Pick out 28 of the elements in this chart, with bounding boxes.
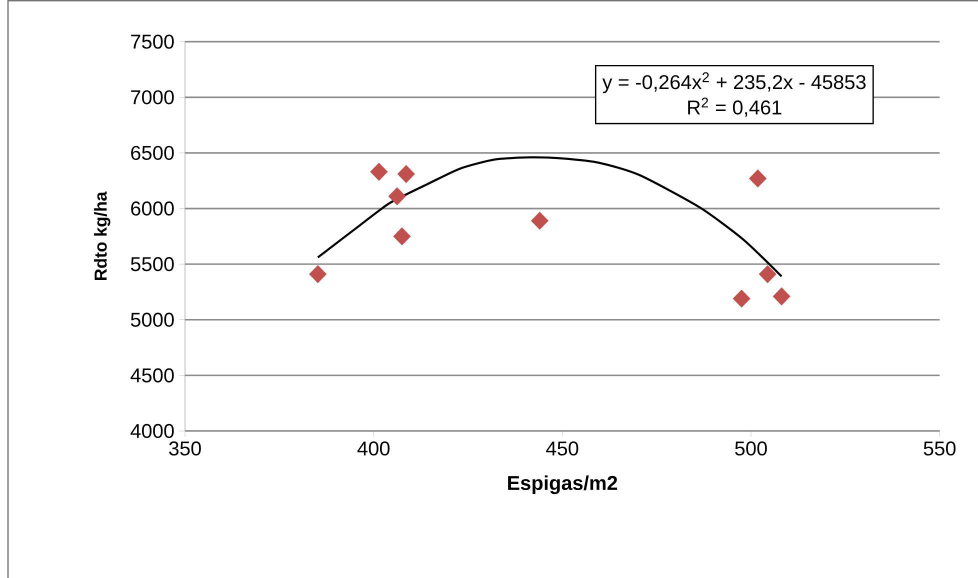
y-tick-label: 6500 xyxy=(131,146,174,160)
y-tick-label: 7500 xyxy=(131,34,174,49)
y-axis-title: Rdto kg/ha xyxy=(94,191,110,280)
annotation: R$^{2}$ = 0,461 xyxy=(688,98,782,117)
point xyxy=(309,265,327,284)
y-tick-label: 5000 xyxy=(130,312,174,327)
x-tick-label: 550 xyxy=(924,441,956,456)
y-tick-label: 4500 xyxy=(130,368,174,382)
x-tick-label: 400 xyxy=(357,441,390,456)
x-tick-label: 500 xyxy=(735,441,767,456)
point xyxy=(732,290,750,308)
point xyxy=(749,170,767,188)
y-tick-label: 5500 xyxy=(130,257,174,272)
point xyxy=(388,187,406,206)
point xyxy=(370,162,388,181)
y-tick-label: 7000 xyxy=(131,90,174,104)
x-axis-title: Espigas/m2 xyxy=(508,475,618,494)
point xyxy=(772,287,790,306)
point xyxy=(393,227,411,246)
point xyxy=(758,265,776,284)
y-tick-label: 4000 xyxy=(130,424,174,438)
y-tick-label: 6000 xyxy=(131,201,174,216)
line-series xyxy=(316,156,783,278)
annotation: y = -0,264x$^{2}$ + 235,2x - 45853 xyxy=(602,72,866,94)
x-tick-label: 450 xyxy=(546,441,578,456)
point xyxy=(530,212,548,230)
x-tick-label: 350 xyxy=(169,441,201,456)
point xyxy=(397,165,415,183)
